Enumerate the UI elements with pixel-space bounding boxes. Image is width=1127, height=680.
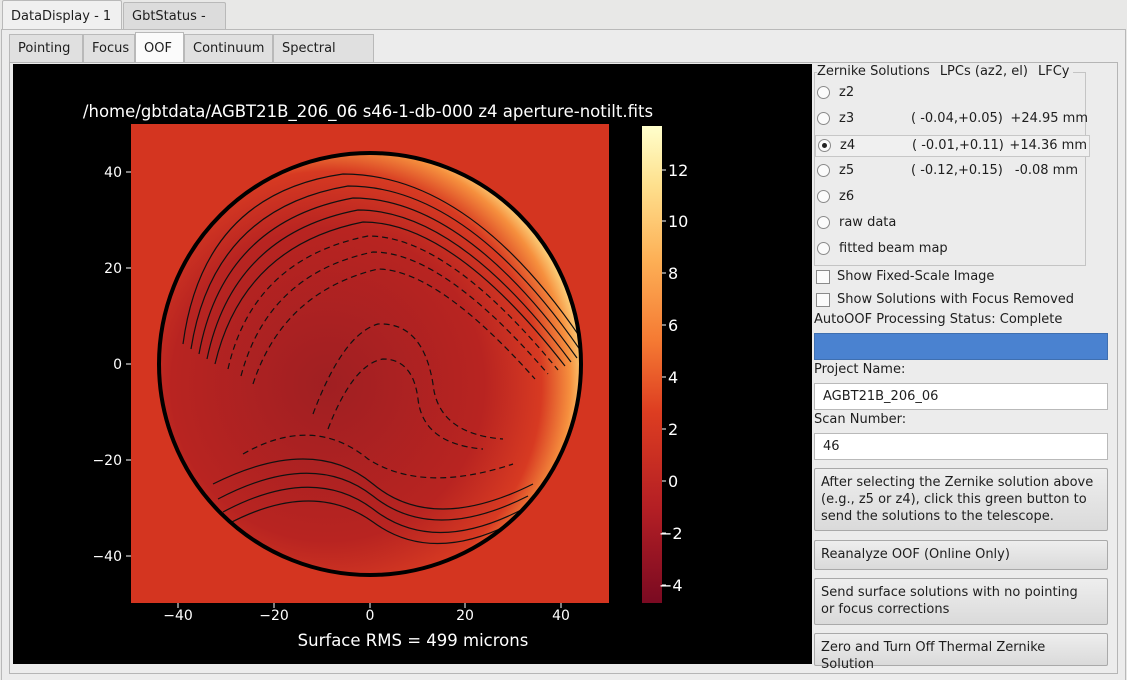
zernike-lfc-value: -0.08 mm xyxy=(1014,163,1078,178)
fixed-scale-checkbox[interactable] xyxy=(816,270,830,284)
aperture-surface xyxy=(160,154,580,574)
scan-number-label: Scan Number: xyxy=(814,412,907,427)
x-tick-label: −40 xyxy=(163,608,193,624)
zernike-lpc-value: ( -0.04,+0.05) xyxy=(911,111,1003,126)
aperture-outline xyxy=(157,151,583,577)
colorbar-tick-label: −2 xyxy=(659,524,683,543)
colorbar-tick-label: 12 xyxy=(668,161,688,180)
tab-spectral-line[interactable]: Spectral Line xyxy=(273,34,374,84)
radio-button[interactable] xyxy=(817,164,830,177)
colorbar-tick-label: 8 xyxy=(668,264,678,283)
zernike-option-z6[interactable]: z6 xyxy=(815,187,1090,209)
y-tick-label: −20 xyxy=(92,453,122,469)
y-tick-label: 0 xyxy=(113,357,122,373)
zernike-lfc-value: +24.95 mm xyxy=(1010,111,1088,126)
radio-button[interactable] xyxy=(817,242,830,255)
zernike-title: Zernike Solutions xyxy=(817,64,930,79)
tab-oof[interactable]: OOF xyxy=(135,32,184,63)
zernike-option-z4[interactable]: z4 ( -0.01,+0.11) +14.36 mm xyxy=(815,135,1090,157)
zernike-option-raw-data[interactable]: raw data xyxy=(815,213,1090,235)
radio-button[interactable] xyxy=(817,112,830,125)
colorbar-tick-label: 2 xyxy=(668,420,678,439)
x-tick-label: −20 xyxy=(259,608,289,624)
project-name-field[interactable]: AGBT21B_206_06 xyxy=(814,383,1108,410)
tab-pointing[interactable]: Pointing xyxy=(9,34,83,62)
scan-number-field[interactable]: 46 xyxy=(814,433,1108,460)
focus-removed-label: Show Solutions with Focus Removed xyxy=(837,292,1075,307)
send-solutions-button[interactable]: After selecting the Zernike solution abo… xyxy=(814,468,1108,531)
zernike-group-title: Zernike Solutions LPCs (az2, el) LFCy xyxy=(817,64,1074,80)
radio-button[interactable] xyxy=(817,86,830,99)
zernike-option-fitted-beam-map[interactable]: fitted beam map xyxy=(815,239,1090,261)
zernike-lpc-value: ( -0.12,+0.15) xyxy=(911,163,1003,178)
radio-button[interactable] xyxy=(817,216,830,229)
zernike-lfc-value: +14.36 mm xyxy=(1009,138,1087,153)
colorbar-tick-label: 4 xyxy=(668,368,678,387)
lpcs-title: LPCs (az2, el) xyxy=(939,64,1028,79)
plot-title: /home/gbtdata/AGBT21B_206_06 s46-1-db-00… xyxy=(83,102,653,122)
zernike-option-z3[interactable]: z3 ( -0.04,+0.05) +24.95 mm xyxy=(815,109,1090,131)
x-axis-ticks xyxy=(177,603,562,608)
zernike-option-label: z5 xyxy=(839,163,855,178)
processing-status-label: AutoOOF Processing Status: Complete xyxy=(814,312,1063,327)
fixed-scale-label: Show Fixed-Scale Image xyxy=(837,269,995,284)
y-tick-label: 20 xyxy=(104,261,122,277)
project-name-label: Project Name: xyxy=(814,362,906,377)
y-tick-label: 40 xyxy=(104,165,122,181)
window-tab-gbtstatus[interactable]: GbtStatus - 1 xyxy=(123,2,226,51)
y-axis-ticks xyxy=(126,171,131,557)
colorbar-tick-label: −4 xyxy=(659,576,683,595)
zernike-option-label: z4 xyxy=(840,138,856,153)
y-tick-label: −40 xyxy=(92,549,122,565)
zernike-option-z5[interactable]: z5 ( -0.12,+0.15) -0.08 mm xyxy=(815,161,1090,183)
zernike-option-label: z6 xyxy=(839,189,855,204)
zernike-lpc-value: ( -0.01,+0.11) xyxy=(912,138,1004,153)
tab-continuum[interactable]: Continuum xyxy=(184,34,273,62)
surface-rms-label: Surface RMS = 499 microns xyxy=(298,631,529,650)
zernike-option-z2[interactable]: z2 xyxy=(815,83,1090,105)
aperture-plot: /home/gbtdata/AGBT21B_206_06 s46-1-db-00… xyxy=(13,64,812,664)
send-surface-solutions-button[interactable]: Send surface solutions with no pointing … xyxy=(814,578,1108,625)
zernike-option-label: z3 xyxy=(839,111,855,126)
reanalyze-oof-button[interactable]: Reanalyze OOF (Online Only) xyxy=(814,540,1108,570)
colorbar-tick-label: 0 xyxy=(668,472,678,491)
window-tab-bar: DataDisplay - 1 GbtStatus - 1 xyxy=(0,0,1127,51)
tab-focus[interactable]: Focus xyxy=(83,34,135,62)
zernike-option-label: raw data xyxy=(839,215,897,230)
lfc-title: LFCy xyxy=(1037,64,1070,79)
radio-button[interactable] xyxy=(817,190,830,203)
colorbar-tick-label: 10 xyxy=(668,212,688,231)
x-tick-label: 20 xyxy=(456,608,474,624)
x-tick-label: 40 xyxy=(552,608,570,624)
zernike-option-label: fitted beam map xyxy=(839,241,948,256)
colorbar-tick-label: 6 xyxy=(668,316,678,335)
aperture-plot-svg: /home/gbtdata/AGBT21B_206_06 s46-1-db-00… xyxy=(83,102,688,650)
colorbar xyxy=(642,126,662,603)
focus-removed-checkbox[interactable] xyxy=(816,293,830,307)
colorbar-ticks xyxy=(662,169,666,586)
x-tick-label: 0 xyxy=(366,608,375,624)
processing-status-bar xyxy=(814,333,1108,360)
zero-thermal-zernike-button[interactable]: Zero and Turn Off Thermal Zernike Soluti… xyxy=(814,633,1108,672)
zernike-option-label: z2 xyxy=(839,85,855,100)
radio-button-selected[interactable] xyxy=(818,139,831,152)
window-tab-datadisplay[interactable]: DataDisplay - 1 xyxy=(2,0,122,30)
